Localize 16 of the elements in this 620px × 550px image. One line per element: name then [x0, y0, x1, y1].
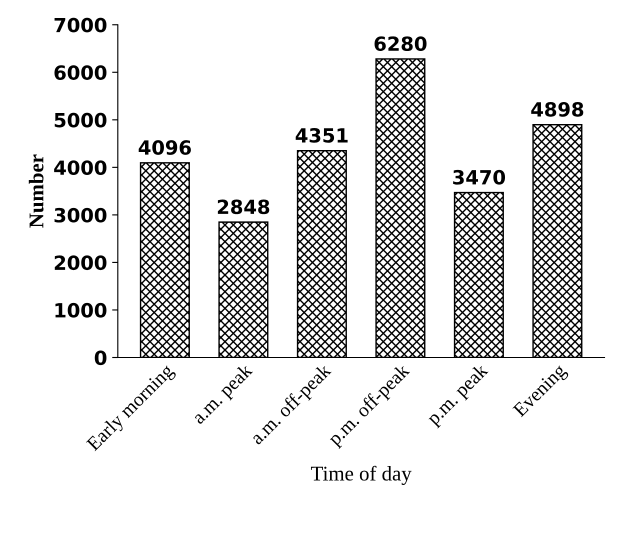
y-axis-title: Number	[28, 154, 44, 228]
y-tick-label: 1000	[55, 302, 106, 318]
data-label: 2848	[218, 199, 270, 214]
y-tick-label: 4000	[54, 160, 106, 176]
data-label: 4351	[296, 128, 348, 143]
x-axis-title: Time of day	[310, 466, 412, 485]
y-tick-label: 2000	[54, 255, 106, 270]
y-tick-label: 6000	[54, 65, 106, 80]
y-tick-label: 3000	[54, 208, 106, 223]
y-tick-label: 7000	[54, 18, 106, 32]
y-tick-label: 0	[94, 350, 106, 366]
data-label: 6280	[374, 36, 427, 52]
data-label: 4898	[531, 102, 584, 117]
data-label: 3470	[453, 170, 506, 185]
data-label: 4096	[138, 140, 191, 155]
y-tick-label: 5000	[54, 112, 106, 128]
